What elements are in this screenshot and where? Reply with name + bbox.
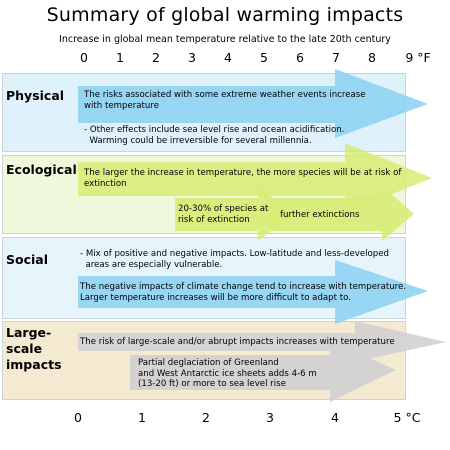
physical-other-effects-text: - Other effects include sea level rise a… xyxy=(84,125,345,146)
physical-extreme-weather-text: The risks associated with some extreme w… xyxy=(84,90,366,111)
fahrenheit-tick: 2 xyxy=(152,50,160,65)
fahrenheit-tick: 0 xyxy=(80,50,88,65)
celsius-tick: 4 xyxy=(331,410,339,425)
axis-subtitle: Increase in global mean temperature rela… xyxy=(59,34,391,45)
celsius-tick: 1 xyxy=(138,410,146,425)
large-scale-deglaciation-text: Partial deglaciation of Greenland and We… xyxy=(138,358,317,390)
celsius-tick: 5 °C xyxy=(393,410,421,425)
fahrenheit-tick: 4 xyxy=(224,50,232,65)
social-negative-impacts-text: The negative impacts of climate change t… xyxy=(80,282,407,303)
fahrenheit-tick: 5 xyxy=(260,50,268,65)
large-scale-label: Large- scale impacts xyxy=(6,325,62,372)
ecological-extinction-arrow xyxy=(270,186,414,241)
social-label: Social xyxy=(6,252,49,267)
fahrenheit-tick: 1 xyxy=(116,50,124,65)
ecological-green-arrow xyxy=(78,143,432,213)
fahrenheit-tick: 7 xyxy=(332,50,340,65)
celsius-tick: 0 xyxy=(74,410,82,425)
fahrenheit-tick: 9 °F xyxy=(405,50,431,65)
ecological-species-arrow xyxy=(175,186,292,241)
fahrenheit-tick: 6 xyxy=(296,50,304,65)
diagram-title: Summary of global warming impacts xyxy=(46,4,404,26)
social-blue-arrow xyxy=(78,260,428,324)
ecological-further-extinctions-text: further extinctions xyxy=(280,210,360,220)
physical-blue-arrow xyxy=(78,69,428,138)
large-scale-top-arrow xyxy=(78,321,446,362)
fahrenheit-tick: 8 xyxy=(368,50,376,65)
large-scale-bottom-arrow xyxy=(130,340,396,402)
ecological-species-risk-text: The larger the increase in temperature, … xyxy=(84,168,402,189)
celsius-tick: 2 xyxy=(202,410,210,425)
social-mixed-impacts-text: - Mix of positive and negative impacts. … xyxy=(80,249,389,270)
ecological-label: Ecological xyxy=(6,162,77,177)
physical-label: Physical xyxy=(6,88,65,103)
ecological-20-30-text: 20-30% of species at risk of extinction xyxy=(178,204,269,225)
celsius-tick: 3 xyxy=(266,410,274,425)
fahrenheit-tick: 3 xyxy=(188,50,196,65)
large-scale-risk-text: The risk of large-scale and/or abrupt im… xyxy=(80,337,395,347)
